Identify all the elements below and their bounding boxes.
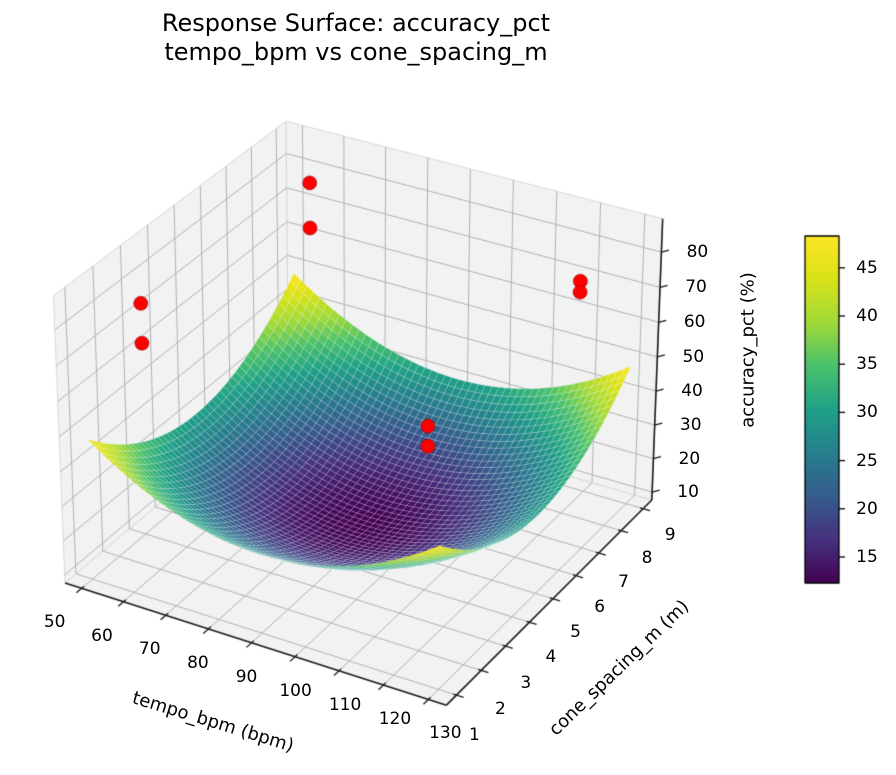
y-tick-label-1: 1 [469, 725, 480, 746]
z-axis-label: accuracy_pct (%) [737, 272, 759, 428]
colorbar-tick-label-35: 35 [856, 354, 878, 375]
x-tick-label-120: 120 [378, 708, 412, 729]
z-tick-label-40: 40 [681, 381, 703, 402]
y-tick-label-9: 9 [664, 524, 676, 545]
z-tick-label-30: 30 [679, 415, 702, 436]
z-tick-label-70: 70 [685, 277, 707, 298]
x-tick-label-90: 90 [235, 666, 258, 687]
z-tick-label-80: 80 [686, 242, 709, 263]
colorbar-tick-label-30: 30 [856, 402, 878, 423]
x-tick-label-130: 130 [429, 723, 462, 744]
colorbar-tick-label-40: 40 [856, 306, 878, 326]
y-tick-label-2: 2 [494, 698, 506, 719]
colorbar-tick-label-20: 20 [856, 498, 878, 519]
colorbar [805, 236, 839, 583]
z-tick-label-60: 60 [683, 312, 706, 333]
colorbar-tick-label-25: 25 [856, 450, 878, 471]
chart-title: Response Surface: accuracy_pct tempo_bpm… [136, 9, 576, 67]
chart-title-line2: tempo_bpm vs cone_spacing_m [164, 38, 548, 66]
x-tick-label-110: 110 [328, 694, 362, 715]
colorbar-tick-label-15: 15 [856, 546, 878, 567]
y-tick-label-3: 3 [520, 672, 532, 693]
z-tick-label-50: 50 [682, 346, 705, 367]
y-tick-label-7: 7 [618, 572, 629, 593]
y-tick-label-8: 8 [641, 548, 653, 569]
y-tick-label-4: 4 [545, 646, 557, 667]
x-tick-label-50: 50 [43, 612, 66, 633]
x-tick-label-80: 80 [187, 652, 209, 673]
x-tick-label-100: 100 [279, 680, 312, 701]
z-tick-label-10: 10 [677, 482, 699, 503]
colorbar-tick-label-45: 45 [856, 257, 878, 278]
x-tick-label-60: 60 [91, 625, 113, 646]
x-tick-label-70: 70 [138, 639, 161, 660]
z-tick-label-20: 20 [678, 448, 701, 469]
chart-title-line1: Response Surface: accuracy_pct [161, 9, 551, 37]
y-tick-label-5: 5 [570, 621, 581, 642]
y-tick-label-6: 6 [594, 596, 606, 617]
